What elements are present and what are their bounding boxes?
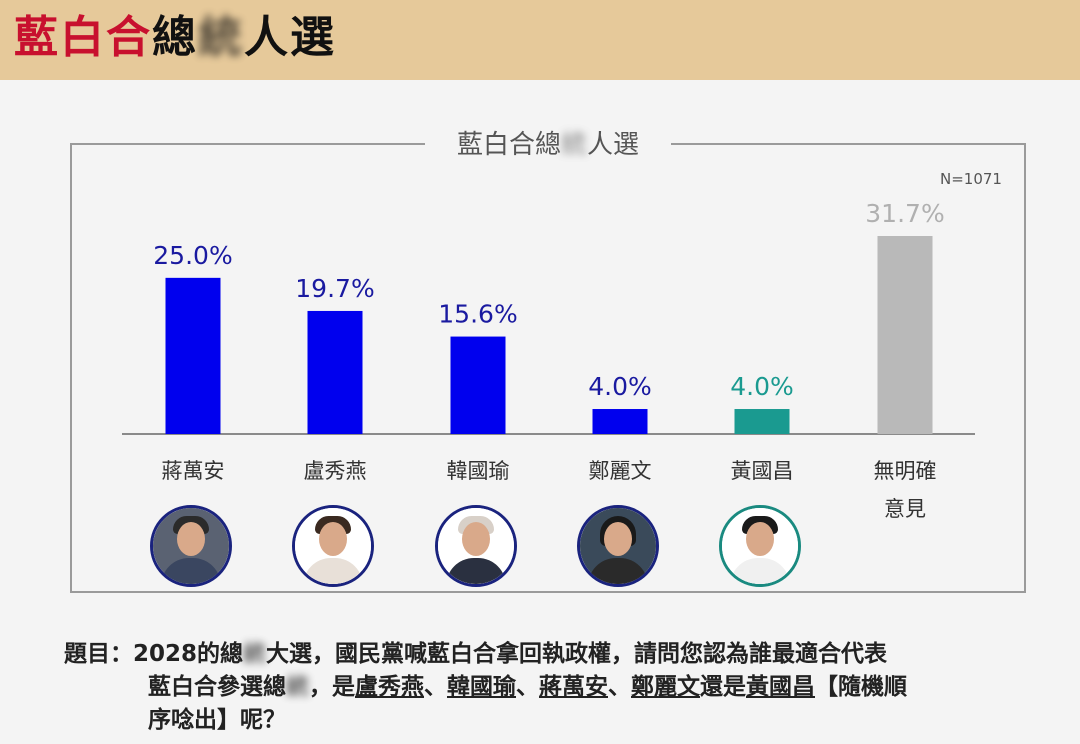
question-candidate: 黃國昌 bbox=[746, 674, 815, 700]
candidate-label: 黃國昌 bbox=[697, 452, 827, 490]
bar bbox=[450, 336, 506, 434]
question-text: 藍白合參選總 bbox=[148, 674, 286, 700]
candidate-name: 盧秀燕 bbox=[303, 459, 367, 483]
title-part-black: 總 bbox=[152, 12, 198, 63]
avatar bbox=[292, 505, 374, 587]
bar-value-label: 15.6% bbox=[438, 300, 517, 329]
header-bar: 藍白合總統人選 bbox=[0, 0, 1080, 80]
bar-value-label: 4.0% bbox=[588, 372, 652, 401]
candidate-name-line2: 意見 bbox=[884, 497, 926, 521]
bar-value-label: 4.0% bbox=[730, 372, 794, 401]
question-separator: 、 bbox=[516, 674, 539, 700]
candidate-name: 黃國昌 bbox=[730, 459, 794, 483]
question-blurred: 統 bbox=[286, 674, 309, 700]
candidate-name: 蔣萬安 bbox=[161, 459, 225, 483]
candidate-name: 韓國瑜 bbox=[446, 459, 510, 483]
question-separator: 、 bbox=[608, 674, 631, 700]
question-text: 序唸出】呢？ bbox=[148, 707, 286, 733]
avatar bbox=[435, 505, 517, 587]
page-title: 藍白合總統人選 bbox=[14, 8, 336, 68]
avatar bbox=[150, 505, 232, 587]
avatar bbox=[577, 505, 659, 587]
candidate-name: 鄭麗文 bbox=[588, 459, 652, 483]
bar bbox=[165, 277, 221, 434]
candidate-label: 盧秀燕 bbox=[270, 452, 400, 490]
chart-title: 藍白合總統人選 bbox=[425, 126, 671, 164]
question-text: 還是 bbox=[700, 674, 746, 700]
question-text: 【隨機順 bbox=[815, 674, 907, 700]
title-blurred-char: 統 bbox=[198, 12, 244, 63]
question-candidate: 鄭麗文 bbox=[631, 674, 700, 700]
chart-title-blurred: 統 bbox=[560, 130, 587, 160]
question-text: ，是 bbox=[309, 674, 355, 700]
question-candidate: 韓國瑜 bbox=[447, 674, 516, 700]
candidate-label: 鄭麗文 bbox=[555, 452, 685, 490]
question-text: 題目：2028的總 bbox=[64, 641, 244, 667]
question-candidate: 盧秀燕 bbox=[355, 674, 424, 700]
question-blurred: 統 bbox=[243, 641, 267, 667]
question-separator: 、 bbox=[424, 674, 447, 700]
question-line-1: 題目：2028的總統大選，國民黨喊藍白合拿回執政權，請問您認為誰最適合代表 bbox=[64, 638, 887, 671]
bar bbox=[592, 409, 648, 434]
bar-value-label: 25.0% bbox=[153, 241, 232, 270]
sample-size-label: N=1071 bbox=[940, 170, 1002, 188]
avatar bbox=[719, 505, 801, 587]
candidate-name: 無明確 bbox=[873, 459, 937, 483]
bar bbox=[877, 236, 933, 434]
question-line-3: 序唸出】呢？ bbox=[148, 704, 286, 737]
chart-title-part1: 藍白合總 bbox=[456, 130, 561, 160]
candidate-label: 蔣萬安 bbox=[128, 452, 258, 490]
bar bbox=[734, 409, 790, 434]
question-text: 大選，國民黨喊藍白合拿回執政權，請問您認為誰最適合代表 bbox=[266, 641, 888, 667]
bar-value-label: 31.7% bbox=[865, 199, 944, 228]
bar-value-label: 19.7% bbox=[295, 274, 374, 303]
candidate-label: 韓國瑜 bbox=[413, 452, 543, 490]
candidate-label: 無明確 意見 bbox=[840, 452, 970, 528]
title-part-red: 藍白合 bbox=[14, 12, 152, 63]
title-part-end: 人選 bbox=[244, 12, 336, 63]
question-line-2: 藍白合參選總統，是盧秀燕、韓國瑜、蔣萬安、鄭麗文還是黃國昌【隨機順 bbox=[148, 671, 907, 704]
chart-title-part2: 人選 bbox=[587, 130, 640, 160]
bar bbox=[307, 310, 363, 434]
question-candidate: 蔣萬安 bbox=[539, 674, 608, 700]
